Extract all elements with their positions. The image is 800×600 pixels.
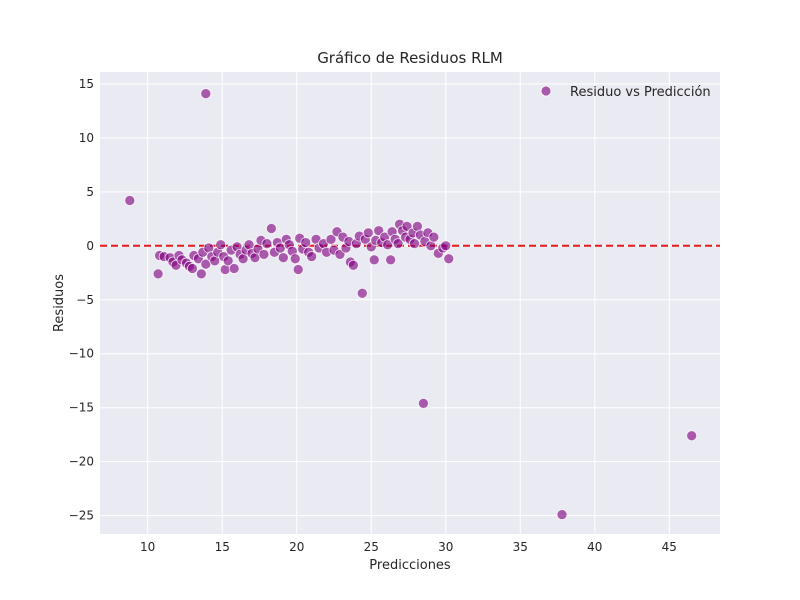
data-point [228, 263, 240, 274]
x-tick-label: 15 [215, 540, 230, 554]
y-tick-label: −5 [76, 293, 94, 307]
y-tick-label: 10 [79, 131, 94, 145]
data-point [274, 242, 286, 254]
data-point [200, 88, 212, 99]
data-point [356, 287, 368, 299]
y-tick-label: 15 [79, 77, 94, 91]
data-point [306, 251, 318, 262]
data-point [347, 259, 359, 271]
data-point [686, 430, 698, 442]
y-tick-label: −15 [69, 401, 94, 415]
y-tick-label: 5 [86, 185, 94, 199]
data-point [418, 397, 429, 409]
y-tick-label: 0 [86, 239, 94, 253]
legend: Residuo vs Predicción [540, 85, 711, 100]
x-tick-label: 10 [140, 540, 155, 554]
data-point [443, 253, 455, 265]
x-tick-label: 45 [662, 540, 677, 554]
x-tick-label: 40 [587, 540, 602, 554]
data-point [300, 237, 312, 248]
data-point [385, 254, 397, 266]
data-point [195, 268, 207, 280]
data-point [440, 240, 452, 252]
tick-labels: 10 15 20 25 30 35 40 45 15 10 5 0 −5 −10 −15 −20 −25 [69, 77, 677, 554]
data-point [265, 223, 277, 234]
data-point [277, 252, 289, 264]
plot-area [100, 72, 720, 534]
y-tick-label: −25 [69, 509, 94, 523]
data-point [261, 238, 273, 250]
data-point [258, 249, 270, 260]
y-tick-label: −20 [69, 455, 94, 469]
data-point [382, 239, 394, 251]
data-point [428, 231, 440, 243]
data-point [152, 268, 164, 280]
data-point [392, 238, 404, 250]
legend-marker [540, 85, 552, 97]
x-tick-label: 35 [513, 540, 528, 554]
data-point [215, 239, 227, 251]
data-point [222, 255, 234, 267]
data-point [556, 509, 568, 520]
data-point [292, 264, 304, 275]
data-point [124, 195, 136, 206]
data-point [289, 253, 301, 265]
chart-title: Gráfico de Residuos RLM [317, 49, 503, 67]
legend-entry: Residuo vs Predicción [570, 85, 711, 100]
y-tick-label: −10 [69, 347, 94, 361]
x-axis-label: Predicciones [369, 558, 451, 573]
data-point [187, 263, 198, 274]
y-axis-label: Residuos [52, 274, 67, 332]
data-point [362, 227, 374, 239]
x-tick-label: 30 [438, 540, 453, 554]
x-tick-label: 25 [364, 540, 379, 554]
data-point [325, 233, 337, 245]
data-point [409, 238, 420, 250]
data-point [368, 254, 380, 266]
x-tick-label: 20 [289, 540, 304, 554]
data-points [124, 88, 698, 520]
